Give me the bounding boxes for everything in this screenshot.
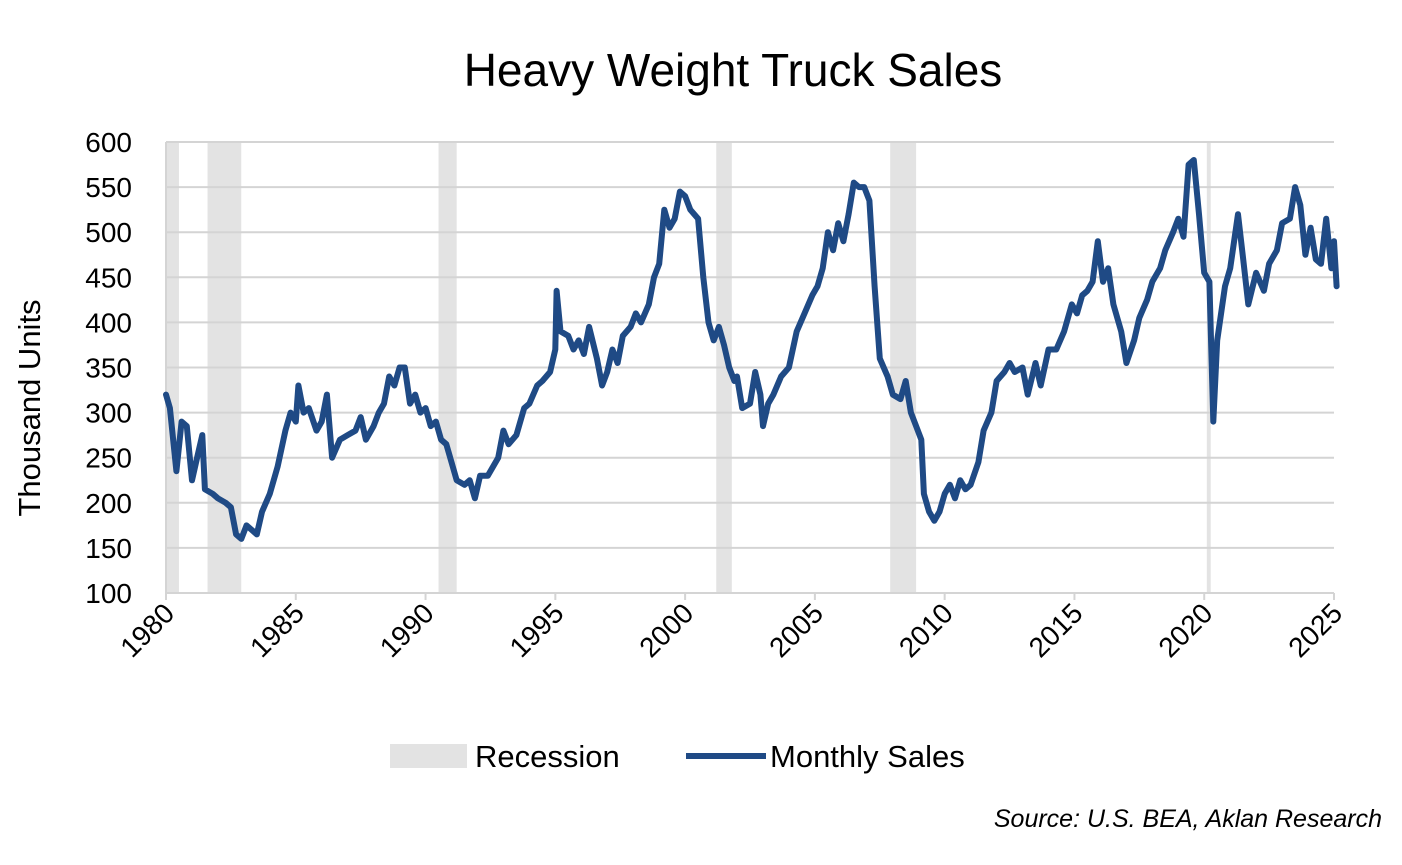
gridlines (165, 141, 1334, 594)
y-tick-label: 100 (85, 578, 132, 609)
x-tick-label: 1985 (244, 597, 310, 663)
x-tick-label: 2010 (893, 597, 959, 663)
y-tick-label: 500 (85, 217, 132, 248)
y-tick-label: 450 (85, 262, 132, 293)
x-tick-label: 2015 (1023, 597, 1089, 663)
y-tick-label: 300 (85, 398, 132, 429)
legend: Recession Monthly Sales (390, 739, 965, 774)
y-tick-label: 550 (85, 172, 132, 203)
x-tick-label: 2005 (763, 597, 829, 663)
source-note: Source: U.S. BEA, Aklan Research (994, 805, 1382, 833)
legend-label-monthly-sales: Monthly Sales (770, 739, 965, 774)
y-tick-label: 400 (85, 307, 132, 338)
y-tick-label: 600 (85, 127, 132, 158)
y-tick-label: 350 (85, 353, 132, 384)
x-tick-label: 1990 (374, 597, 440, 663)
y-tick-label: 150 (85, 533, 132, 564)
legend-swatch-recession (390, 744, 467, 768)
legend-label-recession: Recession (475, 739, 620, 774)
x-tick-labels: 1980 1985 1990 1995 2000 2005 2010 2015 2020 2025 (114, 593, 1348, 663)
x-tick-label: 2020 (1152, 597, 1218, 663)
chart-title: Heavy Weight Truck Sales (464, 44, 1003, 96)
y-tick-labels: 100 150 200 250 300 350 400 450 500 550 600 (85, 127, 132, 609)
x-tick-label: 1995 (504, 597, 570, 663)
y-tick-label: 200 (85, 488, 132, 519)
y-axis-title: Thousand Units (12, 299, 47, 516)
series-line-monthly-sales (163, 157, 1340, 542)
x-tick-label: 2025 (1282, 597, 1348, 663)
x-tick-label: 2000 (633, 597, 699, 663)
y-tick-label: 250 (85, 443, 132, 474)
